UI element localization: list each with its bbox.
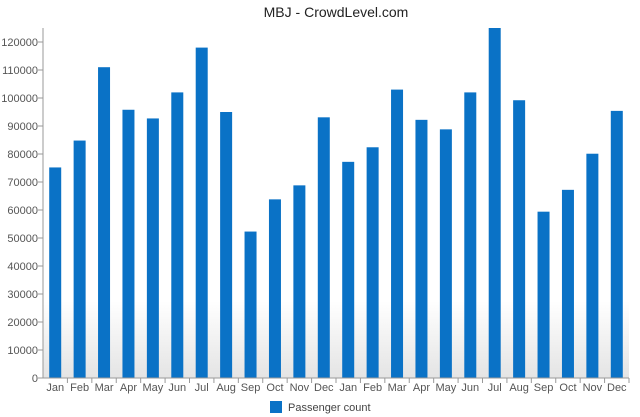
bar-3 (98, 67, 111, 378)
bar-4 (122, 109, 135, 378)
bars (49, 28, 623, 379)
x-tick-label: May (142, 382, 163, 394)
y-tick-label: 60000 (7, 205, 38, 217)
x-tick-label: Jun (461, 382, 479, 394)
bar-17 (439, 129, 452, 378)
bar-21 (537, 211, 550, 378)
bar-18 (464, 92, 477, 379)
y-tick-label: 50000 (7, 233, 38, 245)
plot-background (43, 28, 629, 378)
y-tick-label: 0 (32, 373, 38, 385)
x-tick-label: Mar (95, 382, 114, 394)
bar-10 (268, 199, 281, 378)
bar-5 (146, 118, 159, 378)
x-tick-label: Nov (290, 382, 310, 394)
x-tick-label: Jan (339, 382, 357, 394)
y-tick-label: 120000 (1, 37, 38, 49)
x-tick-label: Sep (534, 382, 554, 394)
x-tick-label: Jul (488, 382, 502, 394)
x-tick-label: Nov (583, 382, 603, 394)
y-axis: 0 10000 20000 30000 40000 50000 60000 70000 8000… (1, 37, 43, 385)
legend-label: Passenger count (288, 402, 371, 414)
legend-swatch (270, 401, 282, 413)
y-tick-label: 40000 (7, 261, 38, 273)
x-tick-label: Jun (168, 382, 186, 394)
x-tick-label: Oct (266, 382, 283, 394)
bar-20 (513, 100, 526, 379)
bar-16 (415, 119, 428, 378)
bar-24 (610, 110, 623, 378)
x-tick-label: Feb (363, 382, 382, 394)
x-axis: Jan Feb Mar Apr May Jun Jul Aug Sep Oct Nov Dec Jan F… (46, 378, 630, 394)
y-tick-label: 30000 (7, 289, 38, 301)
bar-23 (586, 153, 599, 378)
bar-2 (73, 140, 86, 378)
bar-13 (342, 161, 355, 378)
bar-22 (561, 189, 574, 378)
x-tick-label: Jan (46, 382, 64, 394)
bar-1 (49, 167, 62, 378)
bar-9 (244, 231, 257, 378)
x-tick-label: Dec (607, 382, 627, 394)
x-tick-label: Dec (314, 382, 334, 394)
bar-11 (293, 185, 306, 378)
x-tick-label: Sep (241, 382, 261, 394)
bar-14 (366, 147, 379, 378)
x-tick-label: Apr (120, 382, 137, 394)
y-tick-label: 100000 (1, 93, 38, 105)
x-tick-label: Apr (413, 382, 430, 394)
bar-19 (488, 28, 501, 378)
y-tick-label: 70000 (7, 177, 38, 189)
bar-8 (220, 112, 233, 378)
y-tick-label: 20000 (7, 317, 38, 329)
x-tick-label: Oct (559, 382, 576, 394)
x-tick-label: Aug (509, 382, 529, 394)
bar-6 (171, 92, 184, 379)
chart-title: MBJ - CrowdLevel.com (264, 4, 409, 20)
x-tick-label: Jul (195, 382, 209, 394)
y-tick-label: 110000 (2, 65, 38, 77)
bar-7 (195, 47, 208, 378)
y-tick-label: 80000 (7, 149, 38, 161)
x-tick-label: Mar (388, 382, 407, 394)
x-tick-label: Feb (70, 382, 89, 394)
bar-12 (317, 117, 330, 378)
y-tick-label: 10000 (7, 345, 38, 357)
y-tick-label: 90000 (7, 121, 38, 133)
x-tick-label: Aug (216, 382, 236, 394)
bar-15 (391, 89, 404, 378)
x-tick-label: May (435, 382, 456, 394)
legend: Passenger count (270, 401, 371, 414)
